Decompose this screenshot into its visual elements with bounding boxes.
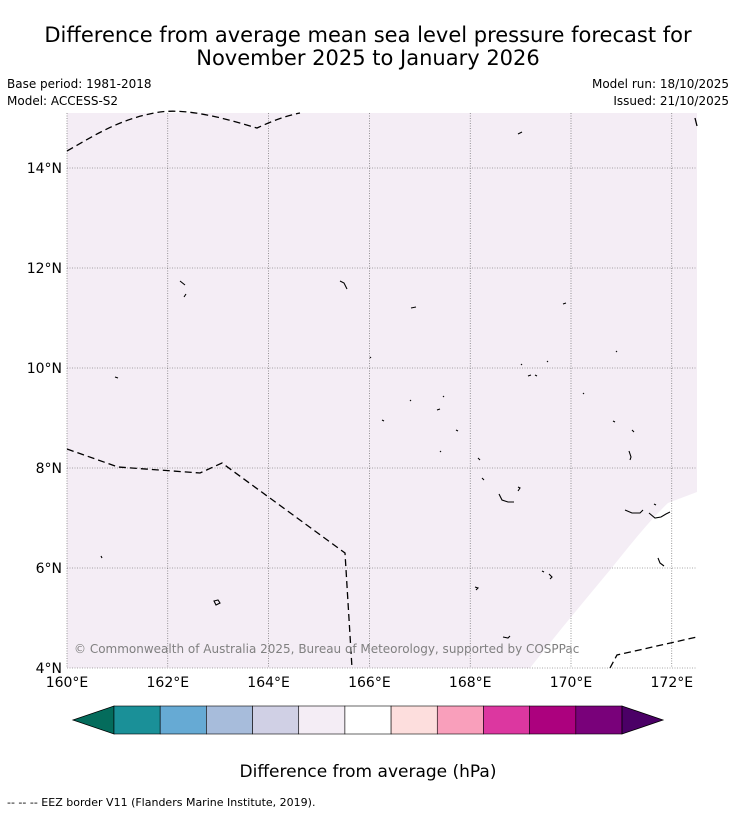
colorbar-tick-label: 0.5 <box>379 737 403 740</box>
y-tick-label: 4°N <box>36 661 62 677</box>
model-text: Model: ACCESS-S2 <box>7 94 119 108</box>
x-tick-label: 162°E <box>147 675 190 691</box>
eez-borders-and-islands <box>66 110 698 669</box>
colorbar <box>71 705 665 735</box>
colorbar-swatch <box>575 705 623 735</box>
colorbar-extend-high <box>621 705 665 735</box>
colorbar-swatch <box>483 705 530 735</box>
colorbar-tick-label: -0.5 <box>330 737 359 740</box>
colorbar-tick-label: 4 <box>617 737 627 740</box>
colorbar-swatch <box>206 705 253 735</box>
x-tick-label: 166°E <box>348 675 391 691</box>
colorbar-swatch <box>298 705 346 735</box>
model-run-text: Model run: 18/10/2025 <box>591 77 729 91</box>
colorbar-swatch <box>529 705 577 735</box>
x-tick-label: 170°E <box>550 675 593 691</box>
colorbar-tick-label: -1.5 <box>238 737 267 740</box>
anomaly-fill-main <box>67 113 697 668</box>
colorbar-tick-label: -1 <box>291 737 306 740</box>
copyright-credit: © Commonwealth of Australia 2025, Bureau… <box>74 642 579 656</box>
colorbar-swatch <box>344 705 392 735</box>
graticule <box>66 113 697 669</box>
x-tick-label: 160°E <box>46 675 89 691</box>
colorbar-swatch <box>159 705 207 735</box>
x-tick-label: 168°E <box>449 675 492 691</box>
anomaly-fill-low <box>530 492 697 668</box>
atolls <box>100 131 671 639</box>
y-tick-label: 6°N <box>36 561 62 577</box>
colorbar-tick-labels: -4 -3 -2 -1.5 -1 -0.5 0.5 1 1.5 2 3 4 <box>107 737 627 740</box>
colorbar-tick-label: -2 <box>199 737 214 740</box>
colorbar-tick-label: -4 <box>107 737 122 740</box>
eez-border-west <box>66 448 353 669</box>
eez-legend-footnote: -- -- -- EEZ border V11 (Flanders Marine… <box>7 796 316 809</box>
chart-title-line2: November 2025 to January 2026 <box>196 46 540 70</box>
issued-text: Issued: 21/10/2025 <box>613 94 729 108</box>
colorbar-swatch <box>113 705 161 735</box>
axis-tick-labels: 160°E 162°E 164°E 166°E 168°E 170°E 172°E 14°N 1… <box>27 161 693 691</box>
colorbar-swatch <box>390 705 438 735</box>
eez-border-north <box>66 110 301 152</box>
y-tick-label: 12°N <box>27 261 62 277</box>
x-tick-label: 172°E <box>651 675 694 691</box>
colorbar-tick-label: -3 <box>153 737 168 740</box>
forecast-map: 160°E 162°E 164°E 166°E 168°E 170°E 172°E14°N1… <box>27 110 698 740</box>
y-tick-label: 14°N <box>27 161 62 177</box>
eez-border-northeast <box>694 117 698 127</box>
y-tick-label: 8°N <box>36 461 62 477</box>
colorbar-tick-label: 1 <box>432 737 442 740</box>
colorbar-tick-label: 2 <box>525 737 535 740</box>
colorbar-tick-label: 1.5 <box>472 737 496 740</box>
colorbar-tick-label: 3 <box>571 737 581 740</box>
colorbar-extend-low <box>71 705 115 735</box>
colorbar-swatch <box>436 705 484 735</box>
x-tick-label: 164°E <box>247 675 290 691</box>
y-tick-label: 10°N <box>27 361 62 377</box>
base-period-text: Base period: 1981-2018 <box>7 77 152 91</box>
colorbar-swatch <box>252 705 300 735</box>
colorbar-title: Difference from average (hPa) <box>239 762 497 782</box>
eez-border-southeast <box>609 636 698 669</box>
map-fill-layer <box>67 113 697 668</box>
chart-title-line1: Difference from average mean sea level p… <box>44 23 692 47</box>
